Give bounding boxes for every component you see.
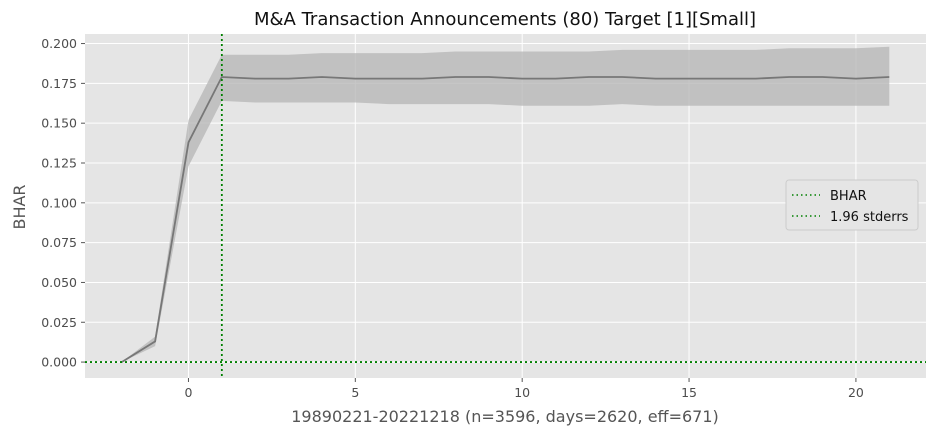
y-axis-label: BHAR xyxy=(10,184,29,229)
x-tick-label: 10 xyxy=(514,385,530,400)
y-tick-label: 0.075 xyxy=(41,235,77,250)
confidence-band xyxy=(121,46,890,363)
y-tick-label: 0.000 xyxy=(41,355,77,370)
legend-label-stderrs: 1.96 stderrs xyxy=(830,210,909,225)
y-tick-label: 0.150 xyxy=(41,116,77,131)
y-tick-label: 0.050 xyxy=(41,275,77,290)
bhar-line-layer xyxy=(121,76,890,363)
legend-label-bhar: BHAR xyxy=(830,189,867,204)
y-tick-label: 0.025 xyxy=(41,315,77,330)
y-tick-label: 0.175 xyxy=(41,76,77,91)
legend-box xyxy=(785,179,919,231)
x-tick-label: 15 xyxy=(681,385,697,400)
confidence-band-layer xyxy=(121,46,890,363)
x-tick-label: 20 xyxy=(848,385,864,400)
y-axis-ticks: 0.000 0.025 0.050 0.075 0.100 0.125 0.150 0.175… xyxy=(41,36,85,370)
x-tick-label: 5 xyxy=(351,385,359,400)
chart-title: M&A Transaction Announcements (80) Targe… xyxy=(254,9,756,30)
y-tick-label: 0.125 xyxy=(41,156,77,171)
legend: BHAR 1.96 stderrs xyxy=(785,179,919,231)
x-axis-ticks: 0 5 10 15 20 xyxy=(184,378,864,400)
y-tick-label: 0.100 xyxy=(41,195,77,210)
x-tick-label: 0 xyxy=(184,385,192,400)
x-axis-label: 19890221-20221218 (n=3596, days=2620, ef… xyxy=(291,407,719,426)
bhar-line xyxy=(121,76,890,363)
y-tick-label: 0.200 xyxy=(41,36,77,51)
reference-lines xyxy=(85,34,926,378)
